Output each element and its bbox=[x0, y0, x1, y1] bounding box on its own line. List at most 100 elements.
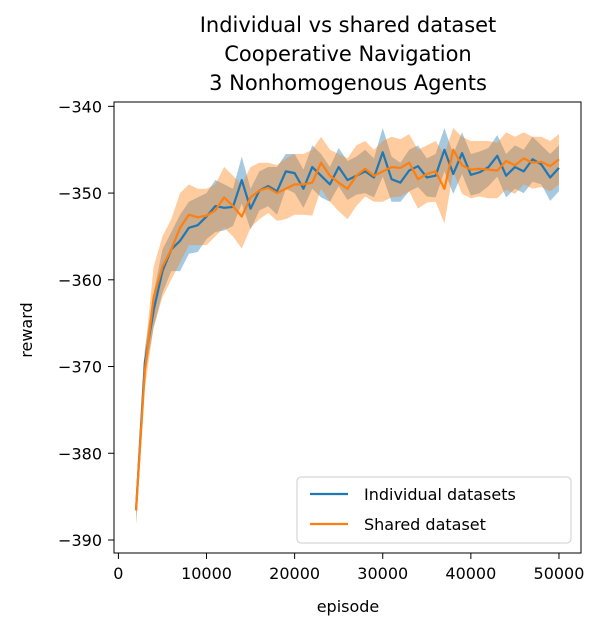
plot-frame bbox=[113, 101, 582, 554]
data-point bbox=[470, 174, 472, 176]
data-point bbox=[391, 166, 393, 168]
y-tick-label: −340 bbox=[58, 97, 102, 116]
data-point bbox=[355, 175, 357, 177]
data-point bbox=[135, 510, 137, 512]
data-point bbox=[479, 168, 481, 170]
x-tick-label: 30000 bbox=[357, 564, 408, 583]
data-point bbox=[443, 188, 445, 190]
data-point bbox=[408, 162, 410, 164]
data-point bbox=[399, 167, 401, 169]
data-point bbox=[505, 160, 507, 162]
x-tick-label: 20000 bbox=[269, 564, 320, 583]
data-point bbox=[179, 240, 181, 242]
data-point bbox=[311, 166, 313, 168]
data-point bbox=[258, 189, 260, 191]
data-point bbox=[223, 196, 225, 198]
series-lines bbox=[134, 148, 560, 512]
data-point bbox=[206, 215, 208, 217]
x-tick-label: 0 bbox=[113, 564, 123, 583]
data-point bbox=[496, 155, 498, 157]
data-point bbox=[408, 170, 410, 172]
legend: Individual datasets Shared dataset bbox=[296, 476, 572, 544]
data-point bbox=[382, 170, 384, 172]
data-point bbox=[532, 162, 534, 164]
data-point bbox=[338, 166, 340, 168]
data-point bbox=[452, 173, 454, 175]
data-point bbox=[540, 163, 542, 165]
legend-label: Individual datasets bbox=[364, 485, 516, 504]
data-point bbox=[523, 170, 525, 172]
x-axis-label: episode bbox=[317, 597, 380, 616]
data-point bbox=[241, 215, 243, 217]
data-point bbox=[347, 188, 349, 190]
y-tick-label: −350 bbox=[58, 184, 102, 203]
x-tick-label: 40000 bbox=[445, 564, 496, 583]
data-point bbox=[214, 205, 216, 207]
chart-title-line: Individual vs shared dataset bbox=[200, 13, 497, 37]
data-point bbox=[329, 183, 331, 185]
x-tick-label: 50000 bbox=[534, 564, 585, 583]
data-point bbox=[364, 168, 366, 170]
data-point bbox=[223, 207, 225, 209]
data-point bbox=[417, 178, 419, 180]
data-point bbox=[523, 157, 525, 159]
data-point bbox=[302, 183, 304, 185]
data-point bbox=[435, 170, 437, 172]
data-point bbox=[373, 175, 375, 177]
data-point bbox=[549, 165, 551, 167]
data-point bbox=[153, 296, 155, 298]
data-point bbox=[276, 192, 278, 194]
data-point bbox=[426, 173, 428, 175]
data-point bbox=[558, 167, 560, 169]
legend-box bbox=[296, 476, 572, 544]
data-point bbox=[505, 175, 507, 177]
data-point bbox=[197, 216, 199, 218]
data-point bbox=[479, 171, 481, 173]
data-point bbox=[285, 188, 287, 190]
data-point bbox=[188, 227, 190, 229]
data-point bbox=[461, 152, 463, 154]
data-point bbox=[470, 169, 472, 171]
data-point bbox=[197, 224, 199, 226]
data-point bbox=[338, 182, 340, 184]
legend-label: Shared dataset bbox=[364, 515, 486, 534]
data-point bbox=[179, 227, 181, 229]
data-point bbox=[320, 175, 322, 177]
data-point bbox=[320, 162, 322, 164]
data-point bbox=[302, 188, 304, 190]
data-point bbox=[294, 183, 296, 185]
x-axis: 0 10000 20000 30000 40000 50000 bbox=[113, 553, 584, 583]
x-tick-label: 10000 bbox=[181, 564, 232, 583]
data-point bbox=[426, 176, 428, 178]
data-point bbox=[452, 149, 454, 151]
chart-title-line: 3 Nonhomogenous Agents bbox=[209, 71, 487, 95]
data-point bbox=[549, 176, 551, 178]
y-axis: −390 −380 −370 −360 −350 −340 bbox=[58, 97, 114, 550]
data-point bbox=[232, 205, 234, 207]
data-point bbox=[461, 164, 463, 166]
data-point bbox=[391, 178, 393, 180]
data-point bbox=[532, 158, 534, 160]
y-tick-label: −390 bbox=[58, 531, 102, 550]
data-point bbox=[329, 175, 331, 177]
y-tick-label: −370 bbox=[58, 358, 102, 377]
data-point bbox=[188, 214, 190, 216]
data-point bbox=[294, 172, 296, 174]
data-point bbox=[311, 182, 313, 184]
data-point bbox=[144, 370, 146, 372]
y-tick-label: −360 bbox=[58, 271, 102, 290]
data-point bbox=[214, 209, 216, 211]
y-tick-label: −380 bbox=[58, 444, 102, 463]
data-point bbox=[487, 169, 489, 171]
data-point bbox=[267, 187, 269, 189]
data-point bbox=[496, 170, 498, 172]
chart-title-line: Cooperative Navigation bbox=[224, 42, 471, 66]
data-point bbox=[443, 149, 445, 151]
data-point bbox=[250, 196, 252, 198]
data-point bbox=[170, 248, 172, 250]
data-point bbox=[514, 164, 516, 166]
data-point bbox=[558, 158, 560, 160]
data-point bbox=[347, 179, 349, 181]
data-point bbox=[399, 182, 401, 184]
data-point bbox=[250, 208, 252, 210]
